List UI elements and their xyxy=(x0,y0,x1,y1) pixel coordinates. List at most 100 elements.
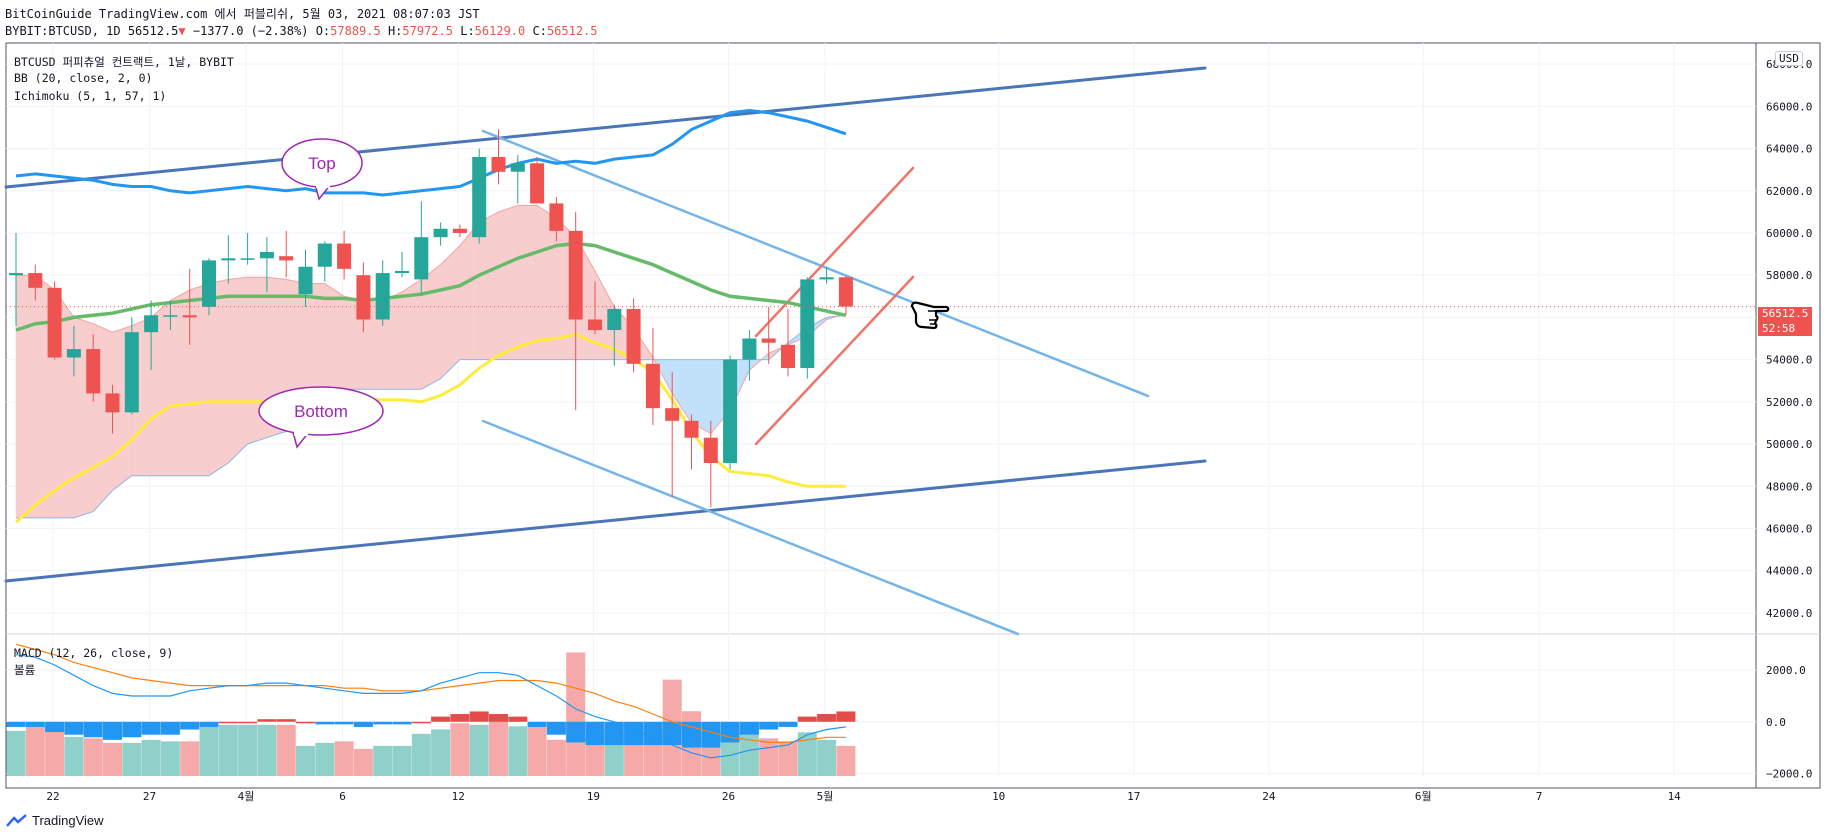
candle xyxy=(472,148,487,244)
time-tick-label: 7 xyxy=(1536,790,1543,803)
volume-bar xyxy=(353,748,373,776)
candle xyxy=(144,300,159,371)
macd-tick-label: 0.0 xyxy=(1766,716,1786,729)
macd-histogram-bar xyxy=(180,721,200,730)
bubble-tail-mask xyxy=(316,183,330,188)
price-tick-label: 66000.0 xyxy=(1766,100,1812,113)
last-price-tag: 56512.5 xyxy=(1758,307,1812,321)
macd-histogram-bar xyxy=(624,721,644,746)
candle-body xyxy=(144,315,159,333)
ichimoku-cloud-segment xyxy=(498,205,519,360)
candle xyxy=(549,197,564,242)
legend-symbol-title[interactable]: BTCUSD 퍼피츄얼 컨트랙트, 1날, BYBIT xyxy=(14,55,234,69)
price-tick-label: 44000.0 xyxy=(1766,565,1812,578)
volume-bar xyxy=(315,742,335,776)
close-label: C: xyxy=(532,24,547,38)
volume-bar xyxy=(122,742,142,776)
candle xyxy=(530,156,545,204)
legend-macd[interactable]: MACD (12, 26, close, 9) xyxy=(14,646,174,660)
candle xyxy=(240,232,255,265)
volume-bar xyxy=(296,745,315,776)
legend-bb[interactable]: BB (20, close, 2, 0) xyxy=(14,71,153,85)
macd-signal-line xyxy=(15,643,846,743)
macd-histogram-bar xyxy=(45,721,65,733)
volume-bar xyxy=(141,739,161,776)
candle xyxy=(800,277,815,379)
candle xyxy=(665,372,680,497)
volume-bar xyxy=(103,742,122,776)
candle xyxy=(838,275,853,315)
low-value: 56129.0 xyxy=(474,24,526,38)
hand-fingers xyxy=(928,310,936,325)
time-tick-label: 22 xyxy=(46,790,59,803)
candle-body xyxy=(472,156,487,238)
macd-line xyxy=(15,654,846,759)
volume-bar xyxy=(218,724,238,776)
ohlc-bar: BYBIT:BTCUSD, 1D 56512.5▼ −1377.0 (−2.38… xyxy=(5,24,598,38)
descending-resistance-line xyxy=(481,129,1150,398)
candle-body xyxy=(86,349,101,394)
volume-bar xyxy=(836,745,856,776)
currency-badge[interactable]: USD xyxy=(1775,51,1803,66)
macd-histogram-bar xyxy=(643,721,663,746)
candle xyxy=(337,230,352,280)
price-tick-label: 58000.0 xyxy=(1766,269,1812,282)
candle-body xyxy=(47,287,62,358)
ichimoku-span-a xyxy=(16,205,847,435)
candle xyxy=(86,334,101,402)
candle xyxy=(202,258,216,316)
change-value: −1377.0 (−2.38%) xyxy=(192,24,309,38)
bubble-label: Bottom xyxy=(294,402,348,421)
candle-body xyxy=(202,260,216,307)
volume-bar xyxy=(566,652,586,776)
ichimoku-cloud-segment xyxy=(440,245,461,380)
candle-body xyxy=(491,156,506,172)
ichimoku-cloud-segment xyxy=(228,277,248,464)
candle-body xyxy=(703,437,718,464)
price-tick-label: 46000.0 xyxy=(1766,522,1812,535)
time-tick-label: 17 xyxy=(1127,790,1140,803)
price-tick-label: 42000.0 xyxy=(1766,607,1812,620)
candle-body xyxy=(259,251,274,259)
volume-bar xyxy=(334,741,354,776)
lower-channel-line xyxy=(4,459,1207,583)
macd-histogram-bar xyxy=(701,721,721,748)
down-arrow-icon: ▼ xyxy=(178,24,186,38)
macd-histogram-bar xyxy=(353,721,373,727)
macd-histogram-bar xyxy=(508,716,528,722)
candle-body xyxy=(298,266,313,295)
macd-tick-label: 2000.0 xyxy=(1766,664,1806,677)
ichimoku-cloud-segment xyxy=(421,264,441,390)
legend-ichimoku[interactable]: Ichimoku (5, 1, 57, 1) xyxy=(14,89,167,103)
candle xyxy=(568,211,583,411)
legend-volume[interactable]: 볼륨 xyxy=(14,663,36,677)
volume-bar xyxy=(489,720,508,776)
macd-histogram-bar xyxy=(546,721,566,735)
price-tick-label: 52000.0 xyxy=(1766,396,1812,409)
bb-basis-line xyxy=(15,241,847,332)
candle xyxy=(221,235,236,284)
tradingview-logo-icon xyxy=(6,813,27,827)
candle-body xyxy=(510,163,525,172)
candle-body xyxy=(684,420,699,438)
candle xyxy=(626,298,641,373)
candle xyxy=(645,327,660,426)
high-label: H: xyxy=(387,24,403,38)
macd-tick-label: −2000.0 xyxy=(1766,767,1812,780)
macd-histogram-bar xyxy=(836,711,856,722)
price-tick-label: 48000.0 xyxy=(1766,480,1812,493)
volume-bar xyxy=(45,726,65,776)
volume-bar xyxy=(546,739,566,776)
tradingview-logo[interactable]: TradingView xyxy=(6,813,104,828)
macd-histogram-bar xyxy=(83,721,103,738)
candle-body xyxy=(375,273,390,320)
high-value: 57972.5 xyxy=(402,24,453,38)
candle-body xyxy=(549,203,564,231)
candle xyxy=(375,260,390,326)
macd-histogram-bar xyxy=(817,714,837,722)
open-label: O: xyxy=(315,24,331,38)
bottom-callout: Bottom xyxy=(258,386,384,449)
candle-body xyxy=(337,243,352,269)
price-tick-label: 60000.0 xyxy=(1766,227,1812,240)
